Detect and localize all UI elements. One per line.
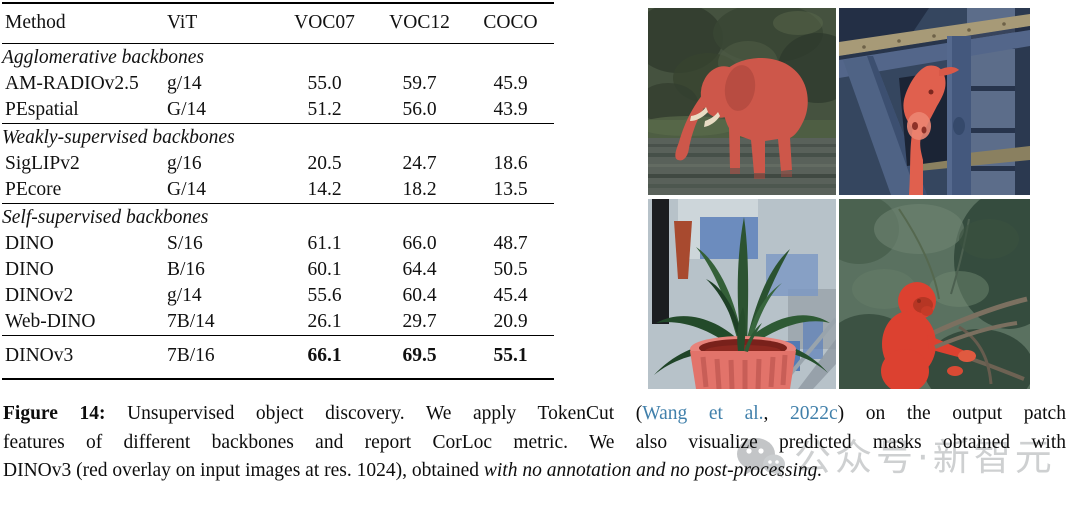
- cell-voc07: 55.0: [307, 73, 342, 94]
- watermark-text: 公众号·新智元: [794, 436, 1056, 479]
- cell-coco: 45.4: [493, 285, 528, 306]
- cell-method: DINOv3: [5, 345, 74, 366]
- table-row: SigLIPv2 g/16 20.5 24.7 18.6: [2, 151, 554, 177]
- cell-coco: 18.6: [493, 153, 528, 174]
- table-header-row: Method ViT VOC07 VOC12 COCO: [2, 4, 554, 43]
- cell-voc07: 20.5: [307, 153, 342, 174]
- col-header-voc07: VOC07: [294, 12, 355, 33]
- cell-method: Web-DINO: [5, 311, 96, 332]
- cell-coco: 20.9: [493, 311, 528, 332]
- caption-line-2: features of different backbones and repo…: [3, 431, 1066, 453]
- col-header-coco: COCO: [483, 12, 538, 33]
- table-bottom-rule: [2, 378, 554, 380]
- cell-vit: B/16: [167, 259, 205, 280]
- cell-voc12: 69.5: [402, 345, 437, 366]
- citation-link[interactable]: Wang et al.: [642, 403, 764, 424]
- cell-voc07: 55.6: [307, 285, 342, 306]
- cell-voc12: 66.0: [402, 233, 437, 254]
- cell-method: PEspatial: [5, 99, 79, 120]
- cell-voc12: 29.7: [402, 311, 437, 332]
- table-row: DINO B/16 60.1 64.4 50.5: [2, 257, 554, 283]
- cell-voc12: 18.2: [402, 179, 437, 200]
- cell-vit: g/16: [167, 153, 202, 174]
- figure-caption: Figure 14: Unsupervised object discovery…: [3, 400, 1066, 486]
- cell-voc12: 56.0: [402, 99, 437, 120]
- table-rule: [2, 123, 554, 124]
- cell-coco: 55.1: [493, 345, 528, 366]
- table-row: DINO S/16 61.1 66.0 48.7: [2, 231, 554, 257]
- goat-photo: [839, 8, 1030, 195]
- cell-voc12: 60.4: [402, 285, 437, 306]
- cell-vit: G/14: [167, 99, 206, 120]
- cell-vit: 7B/16: [167, 345, 215, 366]
- caption-italic-text: with no annotation and no post-processin…: [483, 460, 823, 481]
- cell-voc12: 59.7: [402, 73, 437, 94]
- cell-vit: g/14: [167, 285, 202, 306]
- cell-method: SigLIPv2: [5, 153, 80, 174]
- wechat-icon: [737, 438, 785, 478]
- section-label-weakly-supervised: Weakly-supervised backbones: [2, 127, 235, 148]
- cell-voc07: 66.1: [307, 345, 342, 366]
- caption-line-3: DINOv3 (red overlay on input images at r…: [3, 457, 1066, 486]
- cell-voc07: 51.2: [307, 99, 342, 120]
- cell-vit: S/16: [167, 233, 203, 254]
- table-row: PEcore G/14 14.2 18.2 13.5: [2, 177, 554, 203]
- cell-voc12: 64.4: [402, 259, 437, 280]
- caption-text: DINOv3 (red overlay on input images at r…: [3, 460, 484, 481]
- cell-vit: g/14: [167, 73, 202, 94]
- elephant-photo: [648, 8, 836, 195]
- watermark: 公众号·新智元: [736, 430, 1056, 486]
- cell-method: PEcore: [5, 179, 62, 200]
- table-rule: [2, 335, 554, 336]
- col-header-vit: ViT: [167, 12, 198, 33]
- cell-coco: 43.9: [493, 99, 528, 120]
- aloe-photo: [648, 199, 836, 389]
- table-row: DINOv2 g/14 55.6 60.4 45.4: [2, 283, 554, 309]
- corloc-results-table: Method ViT VOC07 VOC12 COCO Agglomerativ…: [2, 2, 554, 380]
- table-rule: [2, 43, 554, 44]
- caption-text: ) on the output patch: [837, 403, 1066, 424]
- cell-method: DINO: [5, 233, 54, 254]
- section-label-agglomerative: Agglomerative backbones: [2, 47, 204, 68]
- table-row: PEspatial G/14 51.2 56.0 43.9: [2, 97, 554, 123]
- cell-coco: 13.5: [493, 179, 528, 200]
- caption-line-1: Figure 14: Unsupervised object discovery…: [3, 400, 1066, 429]
- caption-text: Unsupervised object discovery. We apply …: [105, 403, 643, 424]
- col-header-method: Method: [5, 12, 66, 33]
- cell-voc12: 24.7: [402, 153, 437, 174]
- monkey-photo: [839, 199, 1030, 389]
- section-label-self-supervised: Self-supervised backbones: [2, 207, 209, 228]
- table-row: Web-DINO 7B/14 26.1 29.7 20.9: [2, 309, 554, 335]
- citation-year-link[interactable]: 2022c: [790, 403, 838, 424]
- figure-label: Figure 14:: [3, 403, 106, 424]
- cell-method: DINOv2: [5, 285, 74, 306]
- cell-voc07: 26.1: [307, 311, 342, 332]
- col-header-voc12: VOC12: [389, 12, 450, 33]
- table-top-rule: [2, 2, 554, 4]
- cell-voc07: 60.1: [307, 259, 342, 280]
- cell-vit: G/14: [167, 179, 206, 200]
- caption-text: ,: [763, 403, 790, 424]
- cell-method: DINO: [5, 259, 54, 280]
- cell-voc07: 14.2: [307, 179, 342, 200]
- cell-voc07: 61.1: [307, 233, 342, 254]
- table-row-dinov3: DINOv3 7B/16 66.1 69.5 55.1: [2, 336, 554, 378]
- table-row: AM-RADIOv2.5 g/14 55.0 59.7 45.9: [2, 71, 554, 97]
- figure-image-grid: [648, 8, 1030, 389]
- cell-coco: 45.9: [493, 73, 528, 94]
- cell-coco: 48.7: [493, 233, 528, 254]
- table-rule: [2, 203, 554, 204]
- cell-method: AM-RADIOv2.5: [5, 73, 139, 94]
- cell-vit: 7B/14: [167, 311, 215, 332]
- cell-coco: 50.5: [493, 259, 528, 280]
